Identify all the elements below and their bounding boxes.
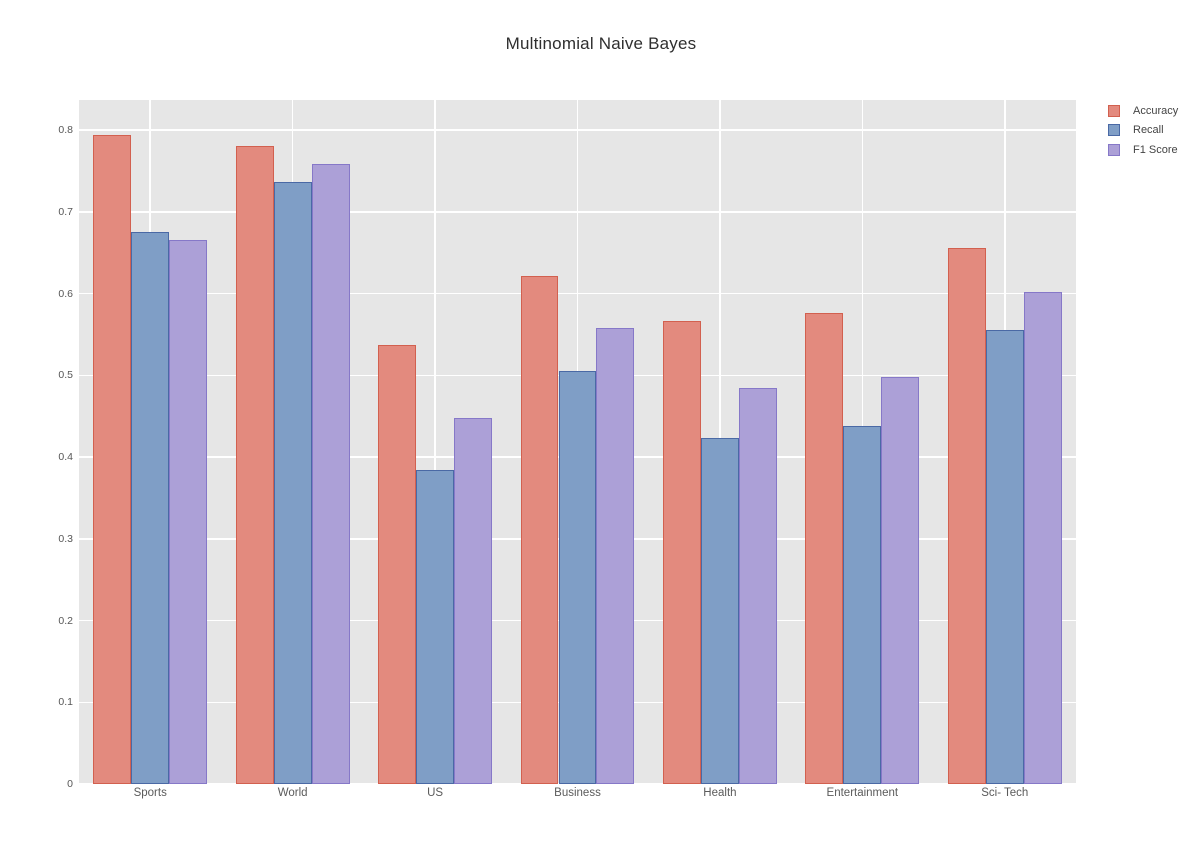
y-gridline — [79, 783, 1076, 785]
legend-swatch-icon — [1108, 104, 1120, 117]
x-tick-label: Business — [554, 787, 601, 799]
legend-swatch-icon — [1108, 143, 1120, 156]
legend: Accuracy Recall F1 Score — [1103, 101, 1178, 160]
x-tick-label: World — [277, 787, 308, 799]
bar-f1-score-sci--tech — [1023, 292, 1062, 784]
y-tick-label: 0.8 — [58, 124, 73, 137]
y-tick-label: 0.6 — [58, 287, 73, 300]
y-tick-label: 0.3 — [58, 532, 73, 545]
bar-f1-score-sports — [169, 239, 208, 784]
y-tick-label: 0.1 — [58, 696, 73, 709]
bar-recall-entertainment — [843, 426, 882, 784]
bar-accuracy-entertainment — [805, 313, 844, 784]
bar-recall-health — [700, 437, 739, 784]
legend-item-recall[interactable]: Recall — [1103, 121, 1178, 141]
x-tick-label: Entertainment — [826, 787, 899, 799]
bar-accuracy-us — [378, 345, 417, 784]
legend-label: Accuracy — [1133, 104, 1179, 117]
x-tick-label: Sports — [133, 787, 167, 799]
legend-swatch-icon — [1108, 124, 1120, 137]
y-tick-label: 0.2 — [58, 614, 73, 627]
legend-item-accuracy[interactable]: Accuracy — [1103, 101, 1178, 121]
x-tick-label: US — [427, 787, 444, 799]
bar-accuracy-sci--tech — [947, 247, 986, 784]
plot-area — [79, 100, 1076, 785]
legend-item-f1-score[interactable]: F1 Score — [1103, 140, 1178, 160]
bar-recall-sci--tech — [985, 330, 1024, 784]
y-tick-label: 0.5 — [58, 369, 73, 382]
y-tick-label: 0 — [67, 778, 73, 790]
bar-accuracy-business — [520, 275, 559, 784]
y-tick-label: 0.4 — [58, 451, 73, 464]
x-gridline — [434, 100, 436, 784]
bar-f1-score-us — [454, 417, 493, 784]
legend-label: F1 Score — [1133, 143, 1178, 156]
bar-recall-us — [416, 470, 455, 784]
bar-f1-score-business — [596, 328, 635, 784]
bar-accuracy-health — [662, 321, 701, 784]
bar-accuracy-world — [235, 145, 274, 784]
bar-recall-business — [558, 370, 597, 784]
x-tick-label: Sci- Tech — [981, 787, 1029, 799]
chart-title: Multinomial Naive Bayes — [505, 34, 697, 53]
bar-f1-score-entertainment — [881, 377, 920, 784]
bar-accuracy-sports — [93, 135, 132, 784]
x-tick-label: Health — [703, 787, 737, 799]
y-tick-label: 0.7 — [58, 205, 73, 218]
legend-label: Recall — [1133, 124, 1164, 137]
bar-recall-sports — [131, 231, 170, 784]
bar-f1-score-world — [311, 163, 350, 784]
bar-recall-world — [273, 181, 312, 784]
bar-f1-score-health — [738, 387, 777, 784]
